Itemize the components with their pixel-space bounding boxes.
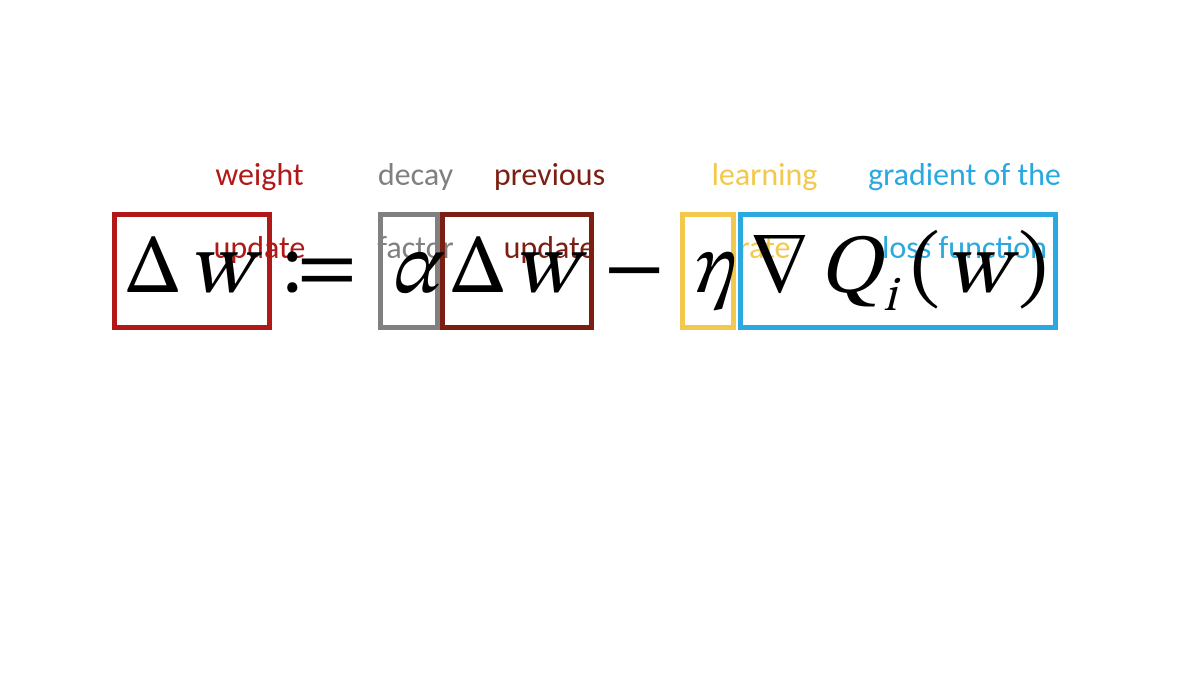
eq-delta-2: Δ — [450, 228, 506, 312]
eq-assign: := — [282, 228, 351, 312]
eq-alpha: α — [390, 228, 437, 312]
eq-minus: − — [604, 228, 664, 312]
eq-rparen: ) — [1018, 228, 1048, 312]
label-learning-rate-line1: learning — [712, 155, 818, 194]
label-weight-update-line1: weight — [215, 155, 303, 194]
label-gradient-line1: gradient of the — [868, 155, 1061, 194]
eq-w-2: w — [513, 228, 576, 312]
eq-sub-i: i — [883, 274, 897, 322]
eq-delta-1: Δ — [125, 228, 181, 312]
eq-w-3: w — [945, 228, 1008, 312]
eq-eta: η — [690, 228, 733, 312]
eq-w-1: w — [188, 228, 251, 312]
label-previous-update-line1: previous — [494, 155, 605, 194]
eq-lparen: ( — [910, 228, 940, 312]
eq-Q: Q — [818, 228, 880, 312]
label-decay-factor-line1: decay — [378, 155, 453, 194]
eq-nabla: ∇ — [748, 228, 811, 312]
diagram-stage: weight update decay factor previous upda… — [0, 0, 1200, 675]
